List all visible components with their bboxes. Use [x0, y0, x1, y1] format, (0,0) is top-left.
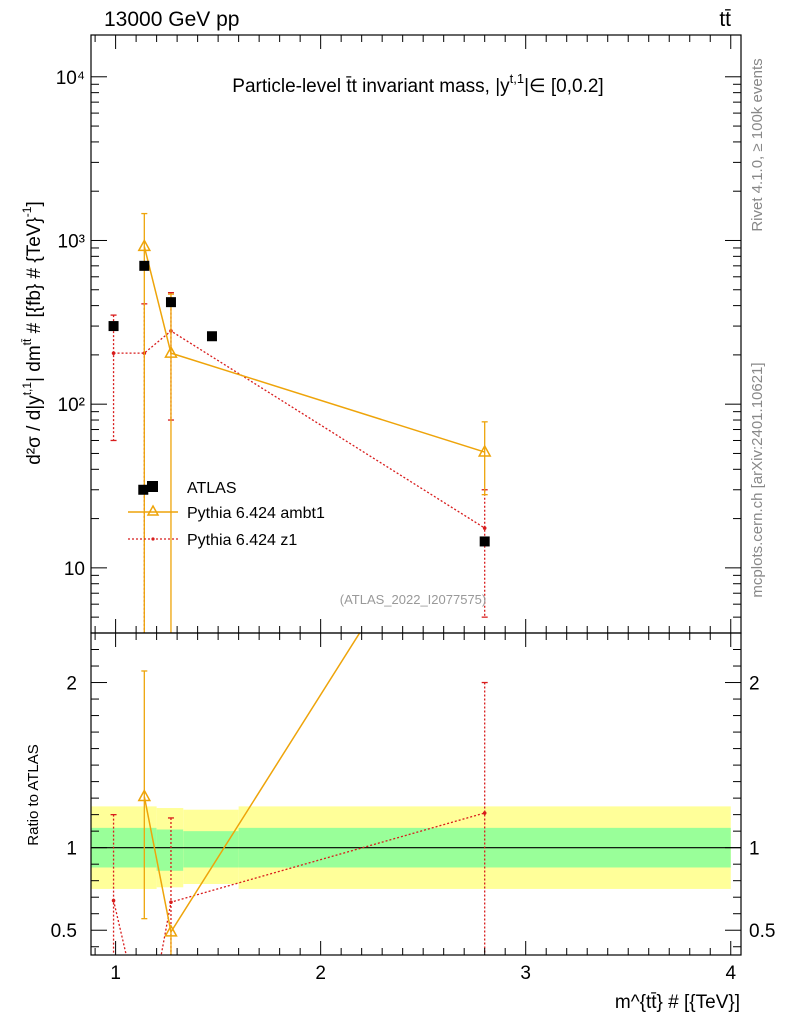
ratio-ambt1-line	[143, 633, 361, 934]
ratio-y-tick-label-right: 0.5	[749, 921, 775, 942]
legend-z1-marker	[151, 537, 155, 541]
main-panel: 10 10² 10³ 10⁴ Particle-level t̄t invariant…	[56, 34, 742, 634]
ratio-ambt1-point	[137, 788, 152, 802]
x-tick-label: 2	[315, 963, 326, 984]
x-tick-label: 3	[520, 963, 531, 984]
main-ylabel: d²σ / d|yt,1| dmtt̄ # [{fb} # {TeV}-1]	[20, 201, 45, 465]
main-ylabel-text: d²σ / d|y	[24, 395, 45, 465]
z1-line	[113, 330, 486, 529]
legend-z1-label: Pythia 6.424 z1	[187, 532, 297, 549]
atlas-point	[479, 536, 490, 547]
ratio-band-inner	[156, 829, 184, 871]
ratio-y-tick-label-right: 1	[749, 839, 760, 860]
atlas-point	[139, 260, 150, 271]
x-tick-label: 4	[725, 963, 736, 984]
ratio-marks	[91, 633, 741, 955]
atlas-point	[138, 484, 149, 495]
ambt1-line	[143, 246, 485, 453]
ratio-z1-point	[169, 900, 173, 904]
atlas-point	[108, 321, 119, 332]
analysis-watermark: (ATLAS_2022_I2077575)	[340, 592, 486, 607]
main-ylabel-mid: | dm	[24, 345, 45, 382]
main-ylabel-sup2: tt̄	[20, 338, 34, 345]
ambt1-point	[137, 238, 152, 252]
main-axes: 10 10² 10³ 10⁴	[56, 35, 741, 634]
plot-title-text: Particle-level t̄t invariant mass, |y	[232, 76, 510, 97]
main-ylabel-close: ]	[24, 201, 45, 206]
ratio-ylabel: Ratio to ATLAS	[25, 744, 42, 845]
plot-title: Particle-level t̄t invariant mass, |yt,1…	[232, 71, 603, 97]
z1-point	[111, 351, 116, 355]
z1-point	[482, 526, 487, 530]
main-ylabel-sup1: t,1	[20, 382, 34, 396]
main-ylabel-end: # [{fb} # {TeV}	[24, 217, 45, 339]
ambt1-point	[164, 345, 178, 358]
ambt1-point	[477, 444, 492, 457]
ratio-frame	[90, 632, 742, 956]
main-y-tick-label: 10	[64, 559, 85, 580]
ratio-z1-line	[112, 812, 485, 955]
ratio-y-tick-label-right: 2	[749, 674, 760, 695]
process-label: tt̄	[719, 8, 731, 31]
main-y-tick-label: 10⁴	[56, 68, 85, 89]
ratio-z1-point	[482, 811, 487, 815]
legend-ambt1-marker	[146, 504, 160, 516]
legend-ambt1-label: Pythia 6.424 ambt1	[187, 505, 325, 522]
main-y-tick-label: 10²	[58, 395, 85, 416]
mcplots-label: mcplots.cern.ch [arXiv:2401.10621]	[749, 362, 766, 597]
plot-title-suffix: |∈ [0,0.2]	[524, 76, 604, 97]
legend: ATLAS Pythia 6.424 ambt1 Pythia 6.424 z1	[128, 480, 325, 549]
ratio-y-tick-label: 0.5	[51, 921, 77, 942]
beam-label: 13000 GeV pp	[104, 8, 239, 31]
main-ylabel-sup3: -1	[20, 206, 34, 217]
x-axis-label: m^{tt̄} # [{TeV}]	[615, 992, 740, 1013]
ratio-y-tick-label: 1	[66, 839, 77, 860]
legend-atlas-marker	[147, 481, 158, 492]
ratio-band-inner	[183, 831, 239, 868]
main-marks	[108, 212, 492, 633]
plot-title-sup: t,1	[510, 71, 524, 86]
ratio-z1-point	[111, 898, 116, 903]
ratio-axes: 1 2 3 4 0.5 0.5 1 1 2 2	[51, 633, 775, 984]
ratio-panel: 1 2 3 4 0.5 0.5 1 1 2 2	[51, 632, 775, 984]
rivet-label: Rivet 4.1.0, ≥ 100k events	[749, 58, 766, 231]
atlas-point	[165, 297, 176, 308]
ratio-ambt1-point	[164, 924, 178, 937]
x-tick-label: 1	[110, 963, 121, 984]
main-y-tick-label: 10³	[58, 231, 85, 252]
atlas-point	[206, 331, 217, 342]
ratio-y-tick-label: 2	[66, 674, 77, 695]
legend-atlas-label: ATLAS	[187, 480, 237, 497]
